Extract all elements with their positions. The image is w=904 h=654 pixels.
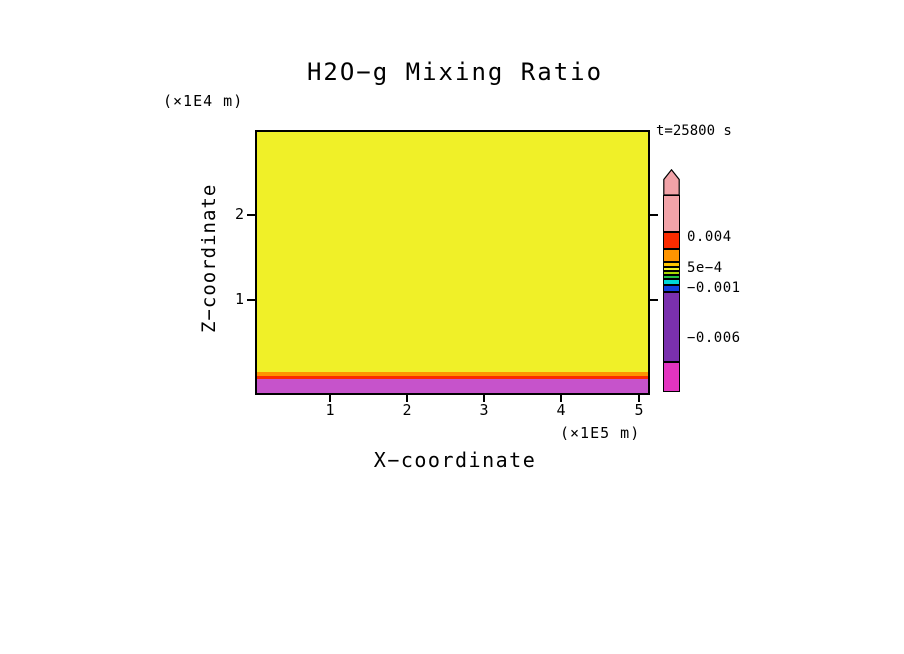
colorbar-arrow-icon: [663, 169, 680, 195]
x-tick-label: 4: [556, 401, 566, 419]
x-tick-mark: [406, 395, 408, 402]
y-tick-mark: [247, 299, 255, 301]
x-tick-label: 2: [402, 401, 412, 419]
x-tick-label: 1: [325, 401, 335, 419]
chart-title: H2O−g Mixing Ratio: [306, 58, 604, 86]
x-tick-label: 5: [634, 401, 644, 419]
colorbar-segment: [663, 195, 680, 232]
y-tick-mark: [650, 299, 658, 301]
y-axis-label: Z−coordinate: [198, 183, 220, 333]
colorbar-segment: [663, 232, 680, 249]
field-layer: [257, 379, 648, 393]
colorbar-segments: [663, 195, 680, 392]
colorbar-segment: [663, 275, 680, 279]
colorbar-segment: [663, 249, 680, 262]
colorbar-label: −0.001: [687, 280, 741, 296]
colorbar-segment: [663, 285, 680, 292]
colorbar-segment: [663, 267, 680, 271]
x-tick-mark: [483, 395, 485, 402]
y-tick-mark: [650, 214, 658, 216]
colorbar-segment: [663, 362, 680, 392]
y-axis-unit-label: (×1E4 m): [163, 92, 244, 110]
field-layer: [257, 376, 648, 380]
plot-area: [255, 130, 650, 395]
colorbar-label: −0.006: [687, 330, 741, 346]
field-layer: [257, 132, 648, 373]
x-tick-label: 3: [479, 401, 489, 419]
time-label: t=25800 s: [656, 123, 732, 139]
colorbar-segment: [663, 279, 680, 285]
colorbar-segment: [663, 262, 680, 267]
field-layer: [257, 372, 648, 377]
x-tick-mark: [329, 395, 331, 402]
colorbar-label: 0.004: [687, 229, 732, 245]
x-axis-label: X−coordinate: [373, 448, 537, 472]
colorbar-segment: [663, 271, 680, 275]
y-tick-mark: [247, 214, 255, 216]
colorbar: [663, 169, 680, 392]
x-tick-mark: [638, 395, 640, 402]
colorbar-segment: [663, 292, 680, 362]
y-tick-label: 1: [234, 290, 244, 308]
colorbar-label: 5e−4: [687, 260, 723, 276]
x-tick-mark: [560, 395, 562, 402]
y-tick-label: 2: [234, 205, 244, 223]
x-axis-unit-label: (×1E5 m): [560, 424, 641, 442]
